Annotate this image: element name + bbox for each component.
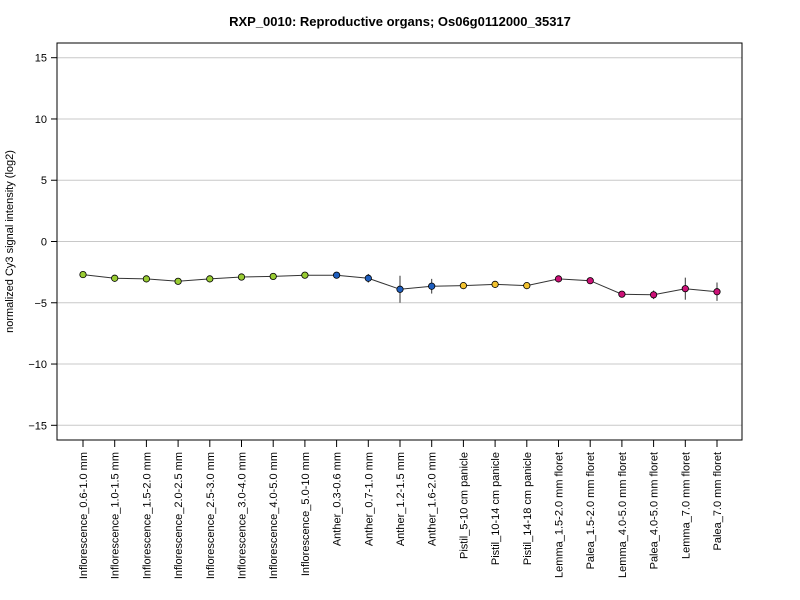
y-axis: −15 −10 −5 0 5 10 15: [28, 53, 57, 432]
data-point: [174, 277, 182, 285]
y-tick-label: 10: [35, 114, 47, 126]
x-tick-label: Inflorescence_1.0-1.5 mm: [110, 452, 122, 579]
data-point: [364, 274, 372, 282]
x-tick-label: Lemma_4.0-5.0 mm floret: [617, 452, 629, 578]
data-point: [618, 290, 626, 298]
data-point: [586, 277, 594, 285]
x-tick-label: Lemma_1.5-2.0 mm floret: [554, 452, 566, 578]
x-tick-label: Pistil_5-10 cm panicle: [458, 452, 470, 559]
x-tick-label: Inflorescence_2.0-2.5 mm: [173, 452, 185, 579]
data-point: [428, 282, 436, 290]
y-tick-label: −5: [34, 298, 47, 310]
data-point: [681, 285, 689, 293]
x-tick-label: Palea_1.5-2.0 mm floret: [585, 452, 597, 569]
data-point: [79, 270, 87, 279]
data-point: [142, 275, 150, 283]
data-point: [111, 274, 119, 282]
y-tick-label: 0: [41, 237, 47, 249]
data-point: [459, 282, 467, 290]
x-tick-label: Inflorescence_3.0-4.0 mm: [237, 452, 249, 579]
data-point: [713, 288, 721, 296]
data-point: [237, 273, 246, 281]
x-tick-label: Inflorescence_4.0-5.0 mm: [268, 452, 280, 579]
x-tick-label: Anther_1.6-2.0 mm: [427, 452, 439, 546]
x-tick-label: Anther_0.3-0.6 mm: [332, 452, 344, 546]
x-tick-label: Inflorescence_5.0-10 mm: [300, 452, 312, 576]
y-axis-label: normalized Cy3 signal intensity (log2): [4, 150, 16, 333]
x-tick-label: Pistil_10-14 cm panicle: [490, 452, 502, 565]
data-point: [301, 271, 309, 279]
x-tick-label: Anther_0.7-1.0 mm: [363, 452, 375, 546]
data-point: [206, 275, 214, 283]
data-point: [649, 291, 658, 299]
grid-layer: [57, 57, 742, 426]
x-tick-label: Palea_7.0 mm floret: [712, 452, 724, 550]
data-point: [491, 280, 499, 288]
x-tick-label: Inflorescence_0.6-1.0 mm: [78, 452, 90, 579]
x-tick-label: Inflorescence_1.5-2.0 mm: [141, 452, 153, 579]
series-layer: [79, 270, 721, 303]
data-point: [332, 271, 341, 279]
y-tick-label: 15: [35, 53, 47, 65]
y-tick-label: 5: [41, 175, 47, 187]
x-tick-label: Inflorescence_2.5-3.0 mm: [205, 452, 217, 579]
x-tick-label: Pistil_14-18 cm panicle: [522, 452, 534, 565]
x-tick-label: Lemma_7.0 mm floret: [680, 452, 692, 559]
data-point: [396, 285, 404, 293]
x-tick-label: Anther_1.2-1.5 mm: [395, 452, 407, 546]
chart-title: RXP_0010: Reproductive organs; Os06g0112…: [229, 14, 571, 29]
y-tick-label: −15: [28, 420, 47, 432]
x-axis: Inflorescence_0.6-1.0 mm Inflorescence_1.…: [78, 440, 724, 579]
x-tick-label: Palea_4.0-5.0 mm floret: [649, 452, 661, 569]
data-point: [523, 282, 531, 290]
data-point: [269, 272, 277, 281]
y-tick-label: −10: [28, 359, 47, 371]
data-point: [554, 275, 563, 283]
